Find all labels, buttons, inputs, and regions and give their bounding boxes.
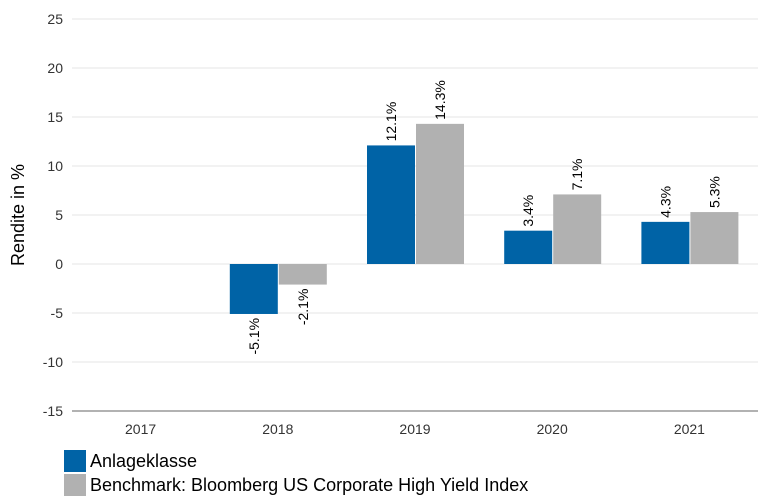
legend-label-anlageklasse: Anlageklasse: [90, 450, 198, 471]
bar-chart: -15 -10 -5 0 5 10 15 20 25 -5.1% -2.1% 12.1% 14.3% 3…: [8, 11, 758, 437]
data-label: 7.1%: [569, 158, 585, 190]
x-axis-ticks: 2017 2018 2019 2020 2021: [125, 421, 705, 437]
bar: [641, 221, 690, 264]
y-tick-label: 15: [47, 109, 63, 125]
y-tick-label: -10: [43, 354, 63, 370]
data-label: 12.1%: [383, 102, 399, 142]
bar: [690, 212, 739, 264]
legend-item-benchmark: Benchmark: Bloomberg US Corporate High Y…: [64, 473, 528, 497]
bar: [278, 264, 327, 285]
data-labels: -5.1% -2.1% 12.1% 14.3% 3.4% 7.1% 4.3% 5.3%: [246, 80, 723, 354]
x-tick-label: 2021: [674, 421, 705, 437]
data-label: 14.3%: [432, 80, 448, 120]
x-tick-label: 2020: [537, 421, 568, 437]
x-tick-label: 2017: [125, 421, 156, 437]
legend-label-benchmark: Benchmark: Bloomberg US Corporate High Y…: [90, 474, 529, 495]
data-label: 5.3%: [706, 176, 722, 208]
y-tick-label: 0: [55, 256, 63, 272]
y-tick-label: -5: [51, 305, 64, 321]
legend-swatch-anlageklasse: [64, 450, 86, 472]
y-tick-label: -15: [43, 403, 63, 419]
x-tick-label: 2019: [399, 421, 430, 437]
legend-item-anlageklasse: Anlageklasse: [64, 449, 528, 473]
y-tick-label: 25: [47, 11, 63, 27]
data-label: 4.3%: [657, 186, 673, 218]
bar: [553, 194, 602, 264]
y-tick-label: 20: [47, 60, 63, 76]
data-label: -2.1%: [295, 289, 311, 326]
y-tick-label: 10: [47, 158, 63, 174]
y-tick-label: 5: [55, 207, 63, 223]
data-label: 3.4%: [520, 195, 536, 227]
y-axis-label: Rendite in %: [8, 164, 28, 266]
legend-swatch-benchmark: [64, 474, 86, 496]
x-tick-label: 2018: [262, 421, 293, 437]
bar: [367, 145, 415, 264]
bar: [416, 123, 464, 264]
bar: [504, 230, 553, 264]
bar: [229, 264, 278, 314]
bars: [229, 123, 739, 314]
y-axis-ticks: -15 -10 -5 0 5 10 15 20 25: [43, 11, 63, 419]
legend: Anlageklasse Benchmark: Bloomberg US Cor…: [64, 449, 528, 497]
data-label: -5.1%: [246, 318, 262, 355]
